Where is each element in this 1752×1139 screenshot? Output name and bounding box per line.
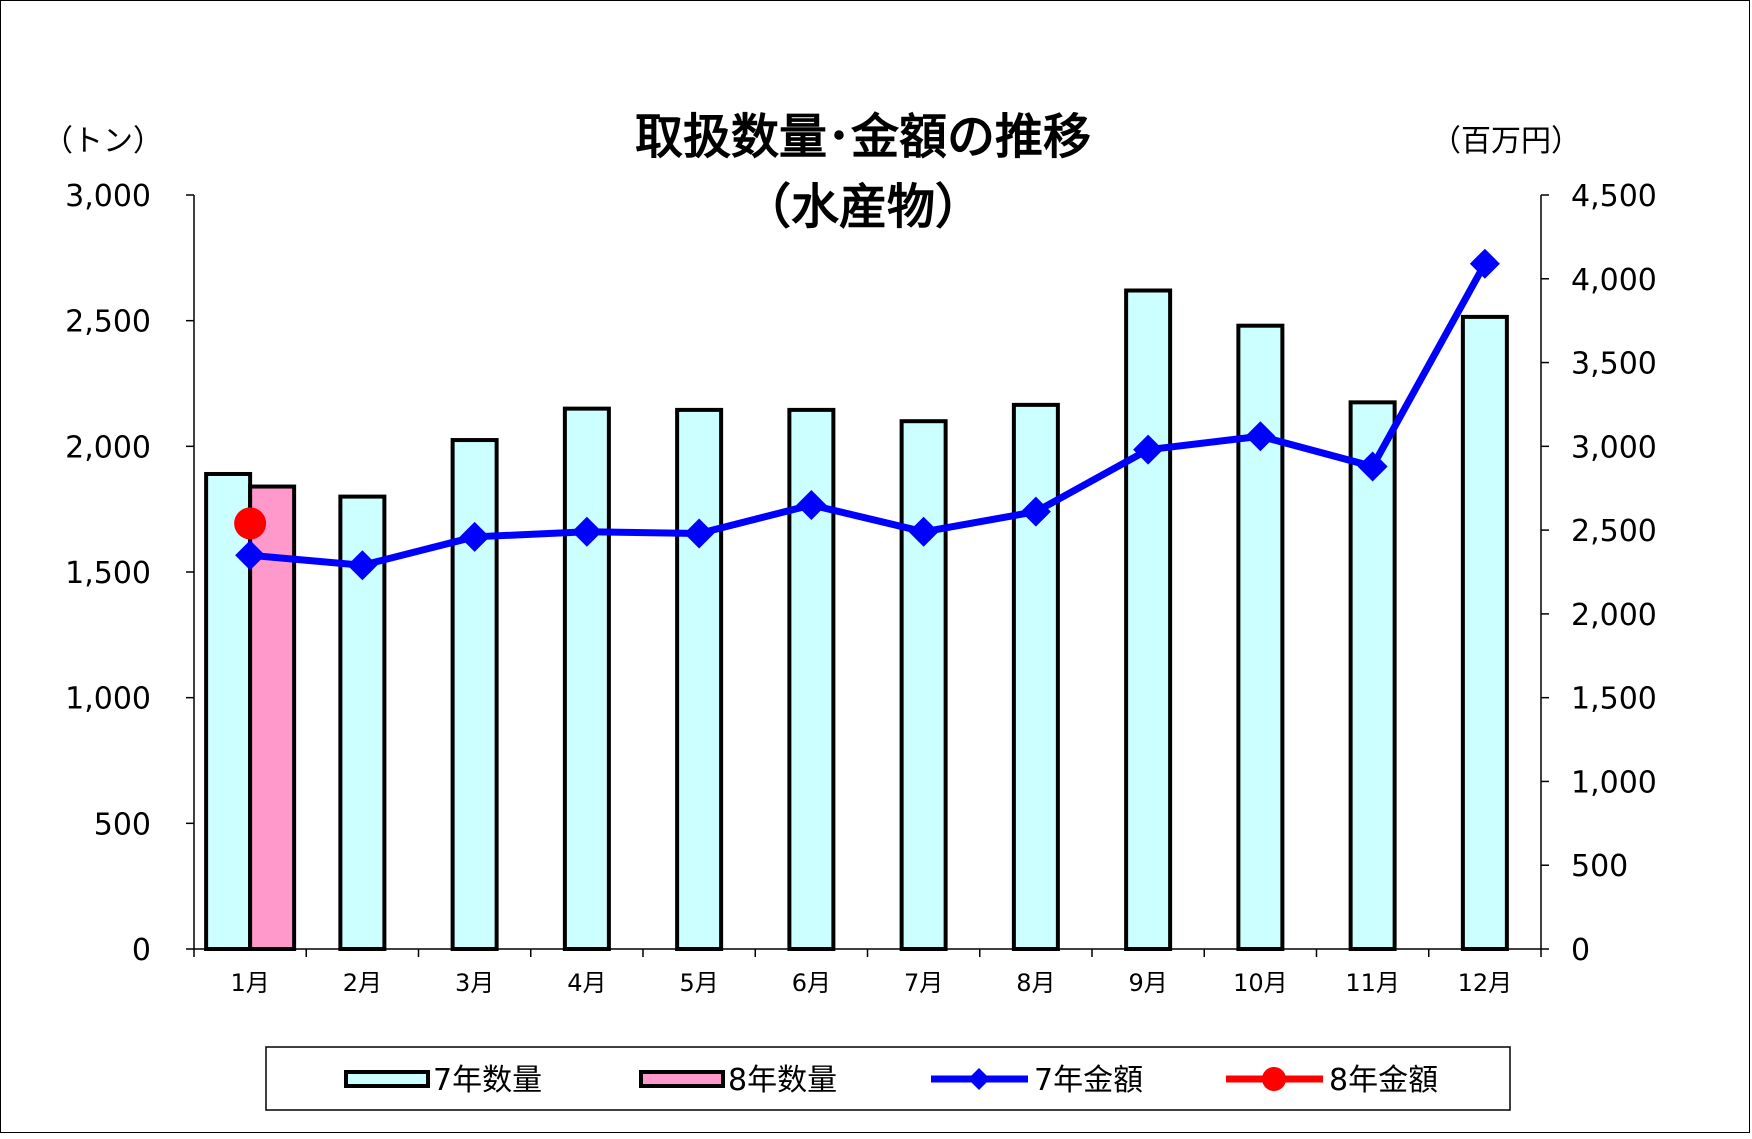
bar [204,471,253,951]
left-axis-tick-label: 1,500 [65,556,151,591]
legend-marker [1262,1067,1286,1091]
chart-subtitle: （水産物） [743,179,983,235]
bar [248,484,297,951]
bar [1236,323,1285,951]
series-point [1357,451,1388,482]
legend-label: 7年金額 [1034,1063,1143,1098]
bar [1011,402,1060,951]
x-axis-tick-label: 11月 [1345,969,1400,997]
legend-swatch [344,1070,430,1088]
bar [899,419,948,951]
series-point [796,489,827,520]
legend-swatch [639,1070,725,1088]
x-axis-tick-label: 9月 [1128,969,1167,997]
x-axis-tick-label: 3月 [455,969,494,997]
series-line [249,262,1488,569]
right-axis-tick-label: 0 [1571,933,1590,968]
right-axis-tick-label: 500 [1571,849,1628,884]
bar [1348,400,1397,952]
bar [1124,288,1173,951]
x-axis-tick-label: 7月 [904,969,943,997]
lines [234,248,1500,581]
left-axis-tick-label: 1,000 [65,682,151,717]
axes: 0 500 1,000 1,500 2,000 2,500 3,000 0 500 1,000 1,… [65,179,1657,997]
left-axis-tick-label: 500 [94,807,151,842]
bar [1460,314,1509,951]
bar [338,494,387,951]
left-axis-tick-label: 2,000 [65,430,151,465]
bar [675,407,724,951]
bar [562,406,611,951]
bar [450,438,499,951]
left-axis-tick-label: 3,000 [65,179,151,214]
right-axis-tick-label: 1,500 [1571,682,1657,717]
x-axis-tick-label: 8月 [1016,969,1055,997]
right-axis-tick-label: 2,000 [1571,598,1657,633]
x-axis-tick-label: 5月 [679,969,718,997]
x-axis-tick-label: 10月 [1233,969,1288,997]
chart-title: 取扱数量･金額の推移 [635,109,1091,165]
series-point [684,518,715,549]
legend-label: 8年金額 [1329,1063,1438,1098]
legend: 7年数量 8年数量 7年金額 8年金額 [265,1046,1511,1111]
series-point [235,540,266,571]
x-axis-tick-label: 4月 [567,969,606,997]
series-point [571,516,602,547]
series-point [1469,248,1500,279]
series-point [1020,496,1051,527]
series-point [459,521,490,552]
right-axis-tick-label: 2,500 [1571,514,1657,549]
series-point [1133,434,1164,465]
left-axis-tick-label: 0 [132,933,151,968]
x-axis-tick-label: 1月 [230,969,269,997]
series-point [1245,421,1276,452]
right-axis-unit: （百万円） [1431,124,1581,159]
bars [204,288,1509,952]
x-axis-tick-label: 12月 [1458,969,1513,997]
left-axis-tick-label: 2,500 [65,305,151,340]
legend-label: 8年数量 [728,1063,837,1098]
left-axis-unit: （トン） [43,124,163,159]
right-axis-tick-label: 4,500 [1571,179,1657,214]
legend-marker [968,1068,990,1090]
right-axis-tick-label: 1,000 [1571,765,1657,800]
x-axis-tick-label: 2月 [343,969,382,997]
series-point [347,550,378,581]
series-point [234,507,267,540]
right-axis-tick-label: 3,000 [1571,430,1657,465]
right-axis-tick-label: 3,500 [1571,347,1657,382]
legend-label: 7年数量 [433,1063,542,1098]
right-axis-tick-label: 4,000 [1571,263,1657,298]
series-point [908,516,939,547]
x-axis-tick-label: 6月 [792,969,831,997]
